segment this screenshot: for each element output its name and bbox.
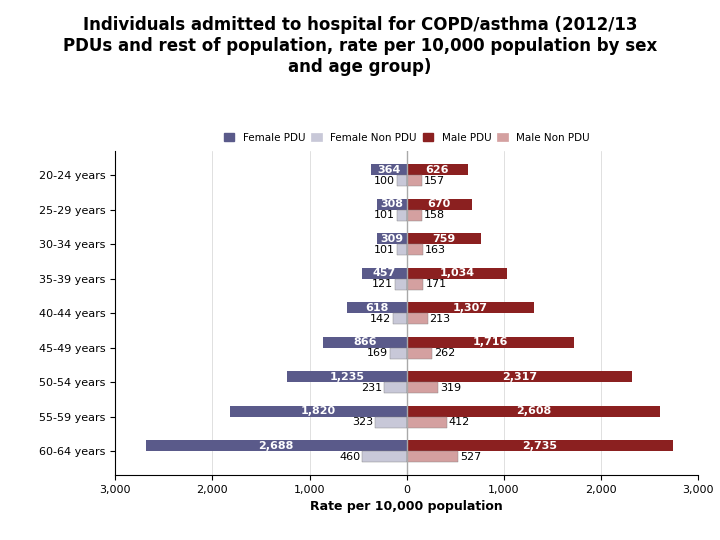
Text: 2,608: 2,608 [516,406,552,416]
Bar [397,176,407,186]
Text: 169: 169 [367,348,388,358]
Text: 101: 101 [374,245,395,255]
Bar [230,406,407,416]
Text: 2,735: 2,735 [522,441,557,450]
Text: 308: 308 [380,199,403,210]
Legend: Female PDU, Female Non PDU, Male PDU, Male Non PDU: Female PDU, Female Non PDU, Male PDU, Ma… [222,131,592,145]
Bar [323,336,407,348]
Text: 163: 163 [425,245,446,255]
Text: 1,716: 1,716 [472,337,508,347]
Bar [407,451,458,462]
Bar [397,244,407,255]
Text: 319: 319 [440,383,461,393]
X-axis label: Rate per 10,000 population: Rate per 10,000 population [310,501,503,514]
Text: 142: 142 [370,314,391,323]
Text: 2,688: 2,688 [258,441,294,450]
Bar [287,371,407,382]
Bar [407,406,660,416]
Bar [384,382,407,393]
Bar [395,279,407,290]
Bar [397,210,407,221]
Bar [393,313,407,324]
Text: 323: 323 [352,417,374,427]
Bar [407,371,632,382]
Text: 121: 121 [372,279,393,289]
Text: 2,317: 2,317 [502,372,537,382]
Text: 412: 412 [449,417,470,427]
Bar [407,233,480,244]
Text: 1,307: 1,307 [453,303,488,313]
Bar [407,176,422,186]
Text: 213: 213 [429,314,451,323]
Text: 527: 527 [460,451,481,462]
Text: 866: 866 [353,337,377,347]
Bar [407,336,574,348]
Bar [390,348,407,359]
Text: 364: 364 [377,165,401,175]
Text: 231: 231 [361,383,382,393]
Bar [407,164,468,176]
Text: 171: 171 [426,279,446,289]
Bar [407,268,508,279]
Bar [407,313,428,324]
Bar [372,164,407,176]
Text: 670: 670 [428,199,451,210]
Bar [407,199,472,210]
Text: 759: 759 [432,234,455,244]
Text: 158: 158 [424,210,445,220]
Bar [375,416,407,428]
Text: 101: 101 [374,210,395,220]
Bar [407,416,447,428]
Text: Individuals admitted to hospital for COPD/asthma (2012/13
PDUs and rest of popul: Individuals admitted to hospital for COP… [63,16,657,76]
Text: 457: 457 [373,268,396,278]
Text: 618: 618 [365,303,389,313]
Bar [407,440,672,451]
Bar [407,302,534,313]
Bar [407,279,423,290]
Bar [407,382,438,393]
Bar [407,244,423,255]
Text: 100: 100 [374,176,395,186]
Text: 1,034: 1,034 [439,268,474,278]
Bar [362,268,407,279]
Bar [407,210,422,221]
Text: 1,820: 1,820 [301,406,336,416]
Bar [145,440,407,451]
Bar [362,451,407,462]
Bar [407,348,432,359]
Bar [377,233,407,244]
Bar [347,302,407,313]
Bar [377,199,407,210]
Text: 460: 460 [339,451,360,462]
Text: 1,235: 1,235 [329,372,364,382]
Text: 157: 157 [424,176,445,186]
Text: 626: 626 [426,165,449,175]
Text: 262: 262 [434,348,456,358]
Text: 309: 309 [380,234,403,244]
